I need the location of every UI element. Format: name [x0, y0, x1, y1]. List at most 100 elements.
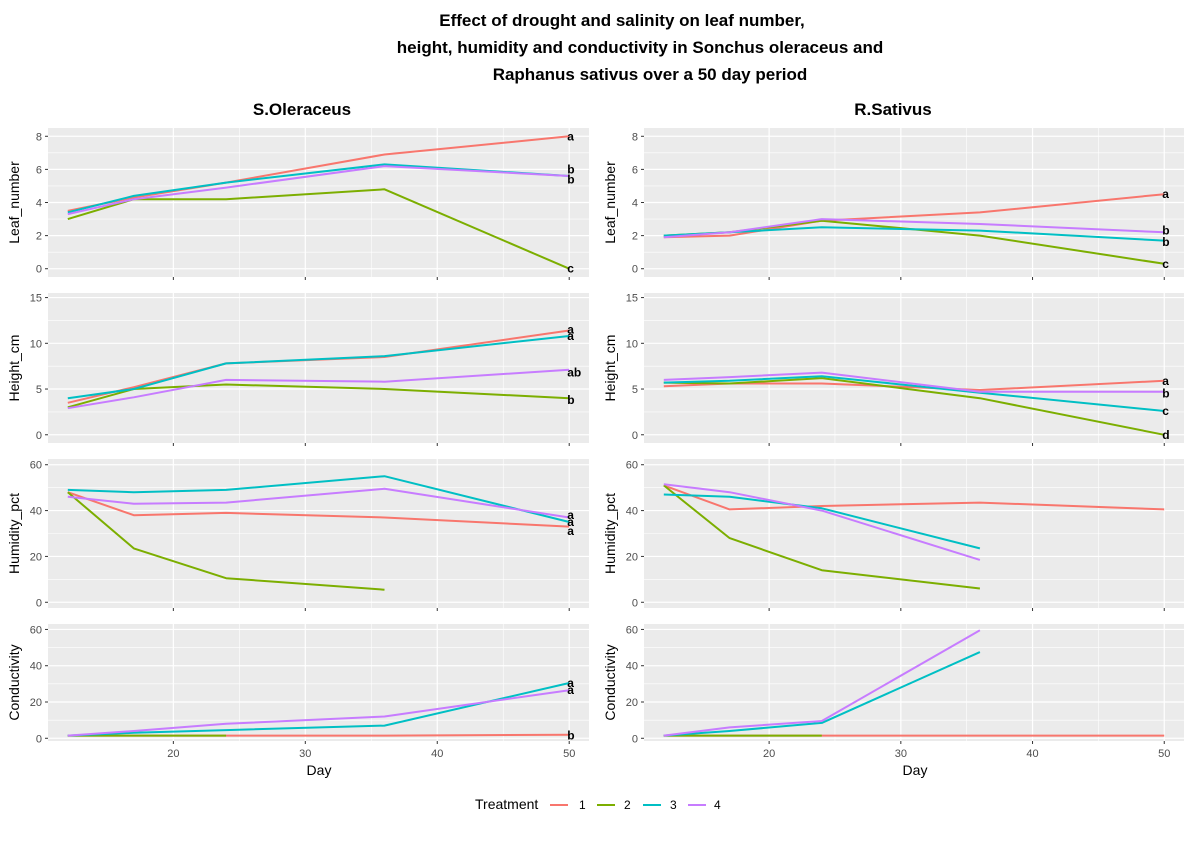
chart-title-line-1: Effect of drought and salinity on leaf n… — [439, 11, 805, 30]
y-tick-label: 0 — [632, 264, 638, 276]
y-axis-label: Height_cm — [6, 335, 22, 402]
x-tick-label: 50 — [563, 748, 575, 760]
significance-letter: a — [567, 524, 574, 538]
series-line-1 — [67, 491, 570, 528]
series-line-2 — [67, 491, 385, 591]
significance-letter: a — [567, 683, 574, 697]
y-tick-label: 0 — [632, 733, 638, 745]
legend-item-4: 4 — [688, 798, 721, 812]
y-tick-label: 40 — [626, 506, 638, 518]
y-tick-label: 20 — [626, 551, 638, 563]
y-tick-label: 0 — [632, 430, 638, 442]
y-tick-label: 20 — [30, 551, 42, 563]
series-line-4 — [67, 487, 570, 519]
panel-rs-humidity: 0 20 40 60 Humidity_pct — [602, 459, 1184, 611]
significance-letter: b — [567, 162, 574, 176]
significance-letter: a — [1162, 187, 1169, 201]
x-axis-label-right: Day — [903, 762, 928, 778]
x-tick-label: 40 — [1026, 748, 1038, 760]
series-line-3 — [67, 682, 570, 737]
legend-item-2: 2 — [597, 798, 631, 812]
x-axis-label-left: Day — [307, 762, 332, 778]
y-tick-label: 15 — [626, 293, 638, 305]
y-tick-label: 40 — [30, 506, 42, 518]
series-line-1 — [663, 379, 1165, 391]
y-axis-label: Height_cm — [602, 335, 618, 402]
y-tick-label: 0 — [632, 597, 638, 609]
series-line-4 — [67, 368, 570, 410]
y-tick-label: 20 — [626, 697, 638, 709]
significance-letter: c — [1162, 404, 1169, 418]
panel-background — [48, 293, 589, 443]
legend-item-3: 3 — [643, 798, 677, 812]
y-tick-label: 10 — [30, 338, 42, 350]
y-tick-label: 40 — [626, 661, 638, 673]
y-tick-label: 5 — [36, 384, 42, 396]
panel-rs-conductivity: 0 20 40 60 20 30 40 50 Conductivity — [602, 624, 1184, 760]
panel-so-height: 0 5 10 15 Height_cm aa ab b — [6, 293, 589, 446]
significance-letter: b — [1162, 235, 1169, 249]
y-tick-label: 4 — [36, 198, 42, 210]
y-tick-label: 4 — [632, 198, 638, 210]
y-tick-label: 10 — [626, 338, 638, 350]
y-tick-label: 15 — [30, 293, 42, 305]
panel-background — [644, 293, 1184, 443]
panel-so-humidity: 0 20 40 60 Humidity_pct aaa — [6, 459, 589, 611]
series-line-3 — [67, 475, 570, 523]
legend-label-2: 2 — [624, 798, 631, 812]
y-tick-label: 6 — [36, 164, 42, 176]
series-line-3 — [663, 375, 1165, 412]
y-tick-label: 0 — [36, 733, 42, 745]
significance-letter: b — [567, 172, 574, 186]
legend: Treatment 1 2 3 4 — [475, 796, 721, 812]
significance-letter: b — [567, 393, 574, 407]
y-tick-label: 6 — [632, 164, 638, 176]
series-line-4 — [67, 689, 570, 737]
legend-item-1: 1 — [550, 798, 586, 812]
facet-title-s-oleraceus: S.Oleraceus — [253, 100, 351, 119]
y-tick-label: 2 — [632, 231, 638, 243]
significance-letter: a — [567, 323, 574, 337]
y-tick-label: 8 — [632, 131, 638, 143]
significance-letter: a — [567, 515, 574, 529]
y-tick-label: 8 — [36, 131, 42, 143]
significance-letter: b — [1162, 224, 1169, 238]
y-tick-label: 0 — [36, 430, 42, 442]
series-line-4 — [663, 218, 1165, 239]
panel-so-conductivity: 0 20 40 60 20 30 40 50 Conductivity aa b — [6, 624, 589, 760]
series-line-3 — [663, 651, 981, 737]
significance-letter: a — [567, 329, 574, 343]
y-tick-label: 40 — [30, 661, 42, 673]
significance-letter: a — [567, 508, 574, 522]
series-line-3 — [67, 335, 570, 400]
y-tick-label: 60 — [626, 624, 638, 636]
chart-title-line-2: height, humidity and conductivity in Son… — [397, 38, 883, 57]
significance-letter: a — [567, 129, 574, 143]
y-tick-label: 0 — [36, 264, 42, 276]
series-line-4 — [663, 371, 1165, 393]
legend-label-3: 3 — [670, 798, 677, 812]
significance-letter: c — [567, 262, 574, 276]
significance-letter: c — [1162, 257, 1169, 271]
y-tick-label: 5 — [632, 384, 638, 396]
legend-title: Treatment — [475, 796, 538, 812]
significance-letter: a — [1162, 374, 1169, 388]
series-line-2 — [663, 377, 1165, 436]
x-tick-label: 20 — [167, 748, 179, 760]
legend-label-4: 4 — [714, 798, 721, 812]
significance-letter: d — [1162, 428, 1169, 442]
facet-title-r-sativus: R.Sativus — [854, 100, 931, 119]
y-axis-label: Conductivity — [602, 644, 618, 720]
panel-background — [48, 624, 589, 741]
series-line-4 — [663, 483, 981, 561]
y-tick-label: 60 — [30, 624, 42, 636]
x-tick-label: 40 — [431, 748, 443, 760]
series-line-3 — [663, 493, 981, 550]
x-tick-label: 30 — [299, 748, 311, 760]
series-line-1 — [663, 484, 1165, 511]
series-line-2 — [67, 188, 570, 270]
